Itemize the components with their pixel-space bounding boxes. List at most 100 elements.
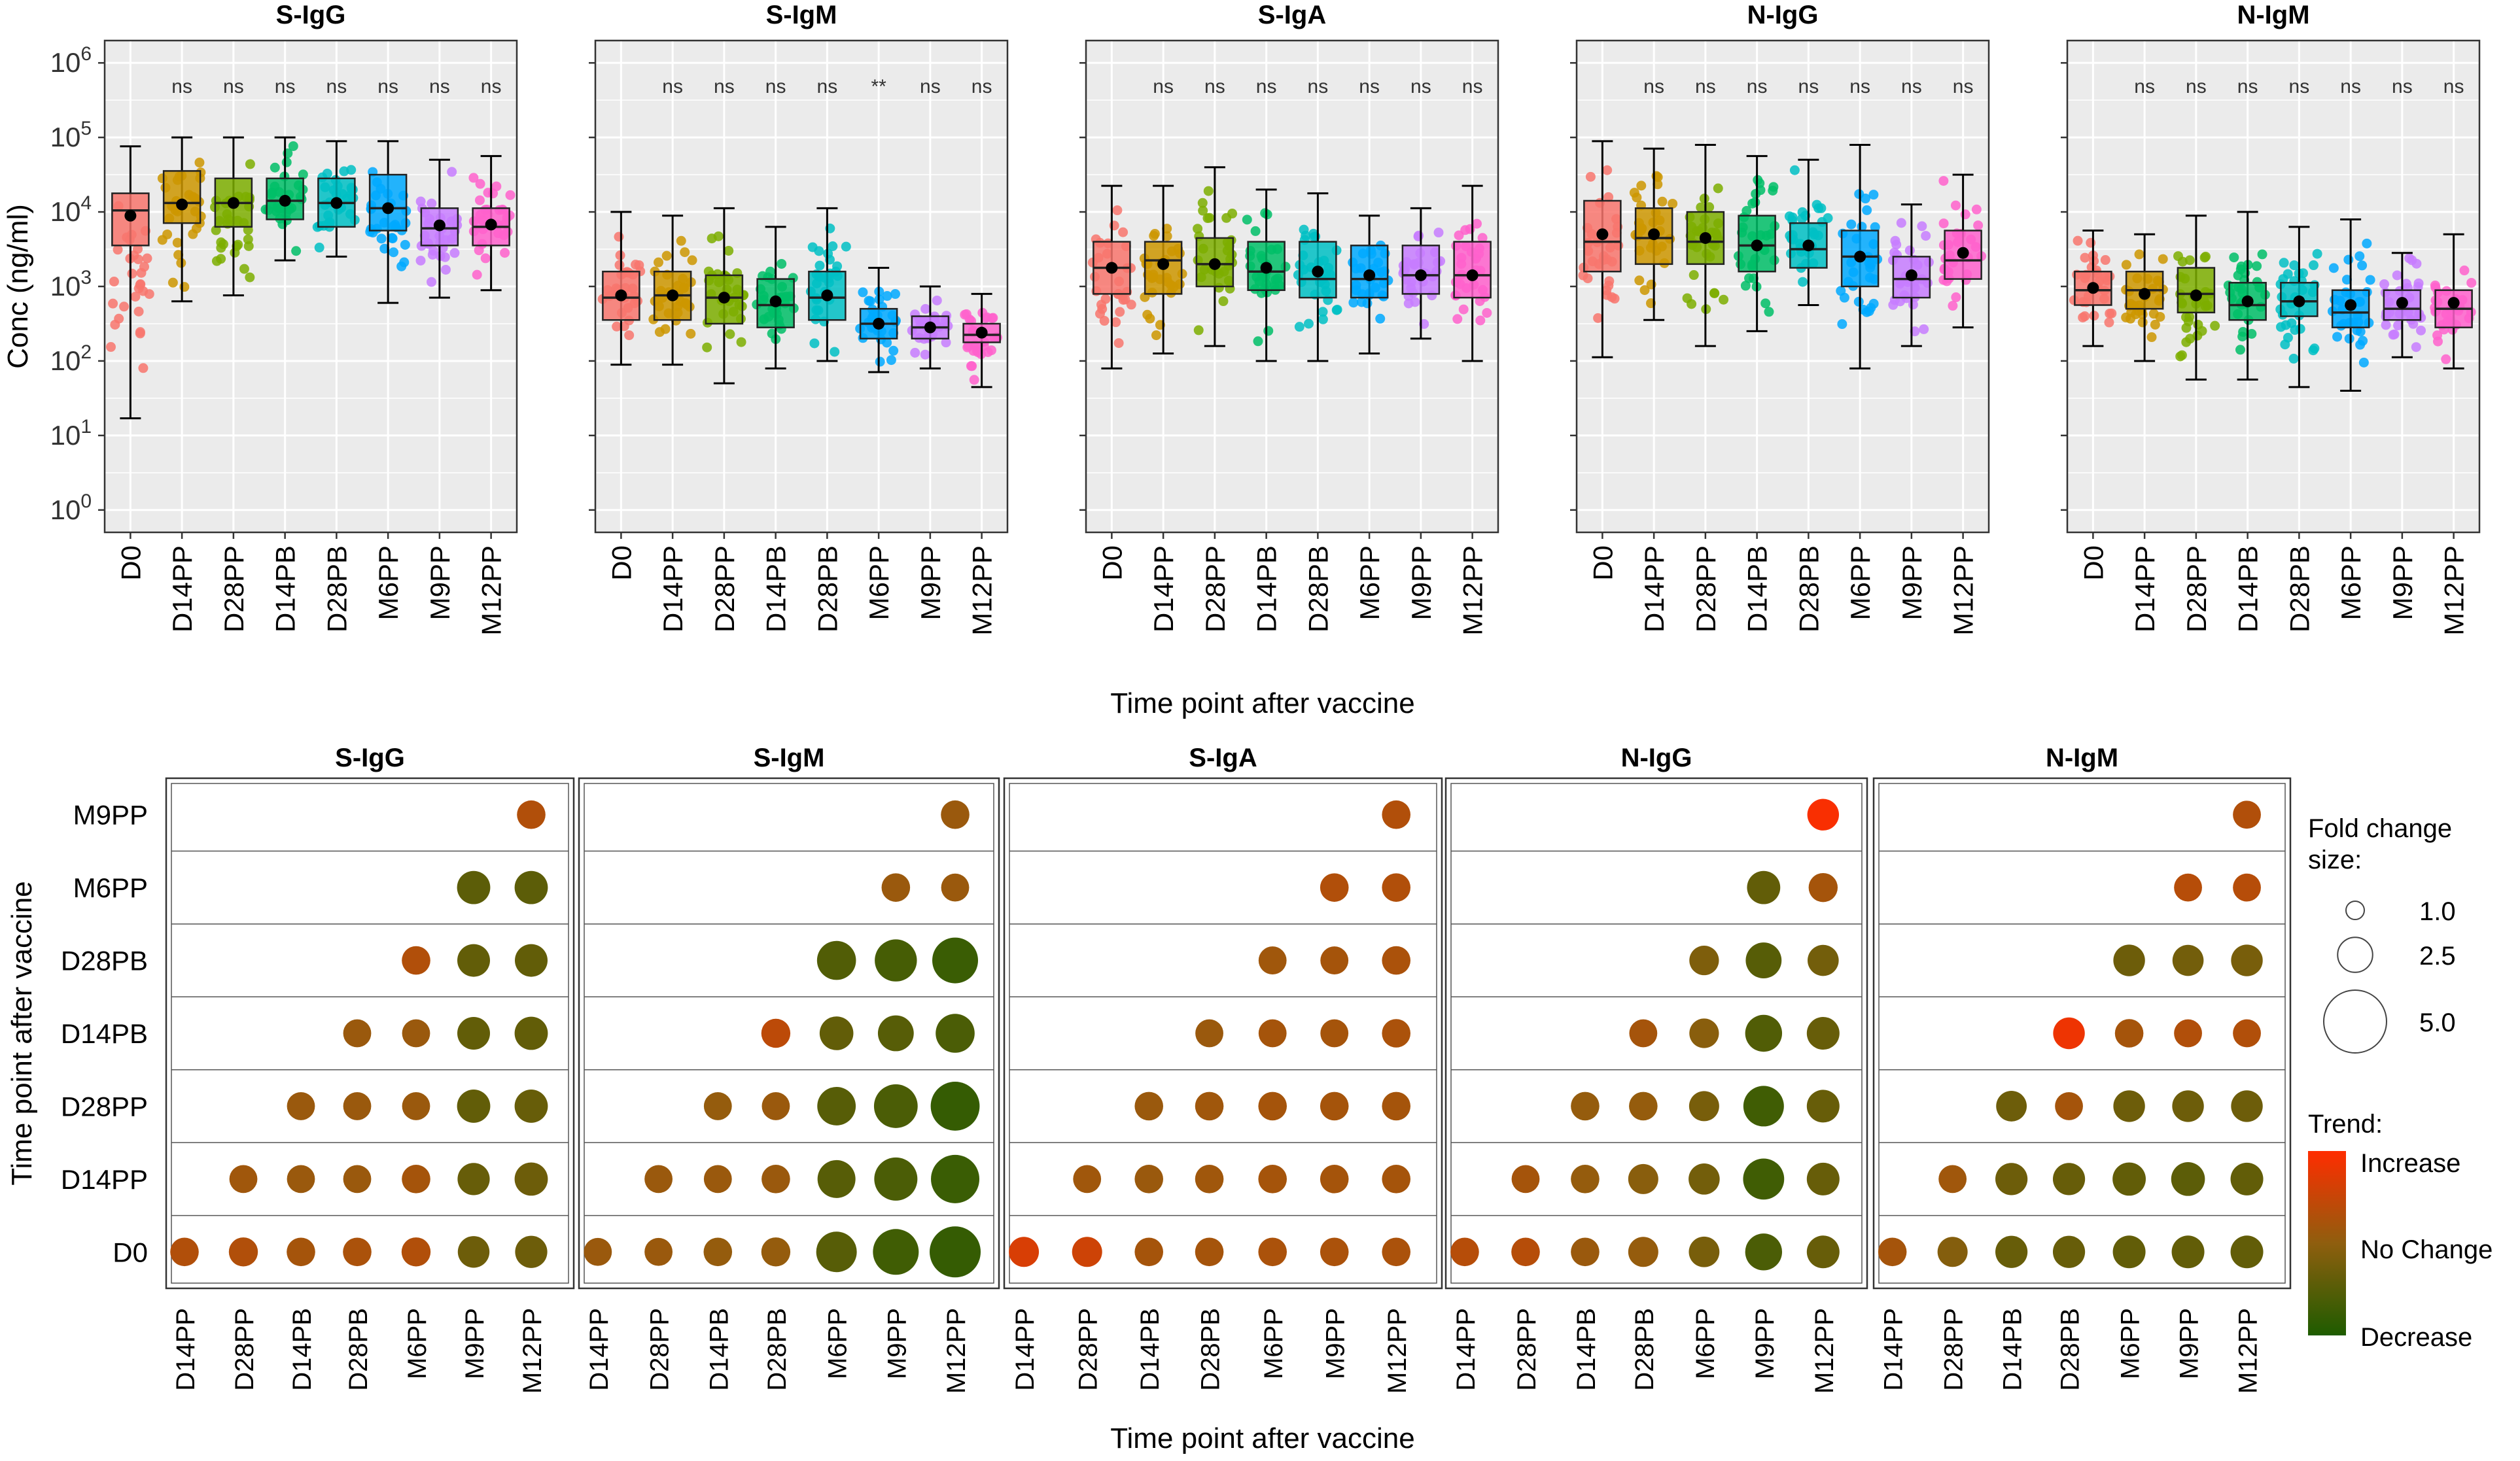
data-point [631,260,641,270]
bubble [1689,945,1719,976]
box-m6pp [1350,245,1389,299]
data-point [2401,279,2411,289]
significance-label: ns [481,76,502,97]
data-point [133,306,144,317]
data-point [1682,293,1692,303]
panel-inner-border [1450,783,1863,1284]
data-point [2177,256,2188,267]
data-point [1465,224,1475,234]
data-point [172,237,183,248]
data-point [281,157,292,167]
bubble [819,1016,854,1050]
box-d28pp [1686,211,1725,266]
bubble [703,1237,733,1267]
data-point [1768,185,1778,196]
data-point [135,280,145,290]
x-tick-label: D14PB [1999,1308,2027,1391]
data-point [1866,303,1876,313]
data-point [1846,219,1857,230]
data-point [1938,218,1949,229]
data-point [2354,251,2365,262]
mean-point [1802,239,1815,252]
bubble [1320,1019,1349,1048]
data-point [2078,312,2088,322]
bubble [2231,944,2263,976]
y-tick-label: D0 [113,1237,148,1267]
data-point [612,321,622,332]
mean-point [718,292,730,304]
bubble [401,1237,431,1267]
mean-point [2139,288,2151,300]
x-tick-label: M9PP [1406,545,1437,620]
data-point [1331,305,1342,315]
data-point [1960,209,1970,220]
data-point [1242,215,1252,225]
data-point [1657,196,1668,207]
mean-point [769,295,782,307]
significance-label: ns [714,76,735,97]
data-point [1740,281,1751,291]
x-tick-label: D14PP [1452,1308,1480,1391]
data-point [1477,233,1488,243]
bubble [644,1165,673,1194]
bubble [343,1165,372,1194]
boxplot-chart: Conc (ng/ml) 100 101 102 103 104 105 106 Time po… [2,1,2481,719]
bubble [228,1237,258,1267]
bubble [1808,872,1838,902]
x-tick-label: D28PB [344,1308,373,1391]
data-point [1709,288,1720,298]
significance-label: ns [1747,76,1768,97]
x-tick-label: D28PP [1940,1308,1969,1391]
mean-point [1260,262,1272,274]
bubble [761,1018,791,1048]
bubble [1511,1165,1540,1194]
x-tick-label: D28PP [219,545,249,632]
x-tick-label: D28PB [321,545,352,632]
data-point [1696,202,1706,213]
data-point [2148,309,2159,319]
data-point [686,328,696,339]
data-point [1764,307,1774,317]
data-point [1890,235,1900,246]
data-point [702,342,712,352]
mean-point [124,209,137,222]
data-point [376,233,387,244]
data-point [2107,308,2117,318]
bubble [761,1237,791,1267]
bubble [1258,1091,1287,1121]
data-point [1471,218,1482,229]
x-tick-label: D0 [1587,545,1618,581]
data-point [2332,332,2343,342]
bubble [1806,1235,1840,1269]
bubble [1938,1165,1967,1194]
data-point [138,363,149,373]
bubble [1806,1017,1840,1050]
data-point [427,198,437,209]
data-point [440,264,451,275]
data-point [2086,237,2096,248]
significance-label: ns [2289,76,2310,97]
bubble [2230,1162,2264,1195]
mean-point [1208,258,1221,270]
y-axis-label: Conc (ng/ml) [2,204,34,369]
boxplot-panel-n-igg: N-IgG D0 D14PP D28PP D14PB D28PB M6PP M9PP M12PP… [1570,1,1990,636]
bubble [2112,1235,2146,1269]
bubble [1628,1237,1658,1267]
x-tick-label: M9PP [1321,1308,1350,1379]
data-point [270,162,280,173]
bubble [816,1231,857,1273]
box-d28pp [2177,267,2216,314]
bubble [1808,944,1839,976]
data-point [890,289,901,300]
panel-title: S-IgG [335,744,405,772]
data-point [864,296,874,306]
x-tick-label: M6PP [864,545,894,620]
data-point [167,277,178,288]
mean-point [975,326,988,339]
data-point [1813,203,1824,213]
bubble [2233,873,2261,902]
mean-point [330,197,343,209]
x-tick-label: M6PP [403,1308,432,1379]
data-point [809,338,820,349]
data-point [967,361,977,371]
